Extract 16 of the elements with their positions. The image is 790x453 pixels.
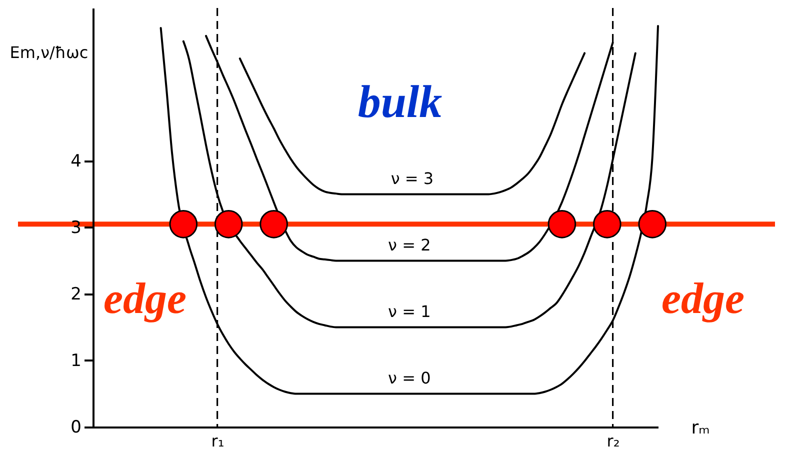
x-tick-label: r₁: [211, 432, 224, 450]
annotation: edge: [103, 274, 187, 323]
line-series: [238, 52, 586, 196]
y-tick-label: 4: [70, 151, 82, 172]
y-tick-label: 2: [70, 284, 82, 304]
series-label: ν = 2: [388, 236, 431, 255]
y-tick-label: 0: [70, 418, 82, 438]
x-tick-label: r₂: [606, 432, 620, 450]
series-label: ν = 0: [388, 368, 431, 388]
text: edge: [661, 274, 745, 323]
y-axis-title: Em,ν/ħωc: [10, 43, 88, 62]
x-axis-title: rₘ: [691, 418, 710, 438]
series-label: ν = 1: [388, 302, 431, 322]
series-label: ν = 3: [390, 169, 434, 188]
annotation: bulk: [358, 76, 442, 127]
y-tick-label: 1: [70, 350, 82, 371]
